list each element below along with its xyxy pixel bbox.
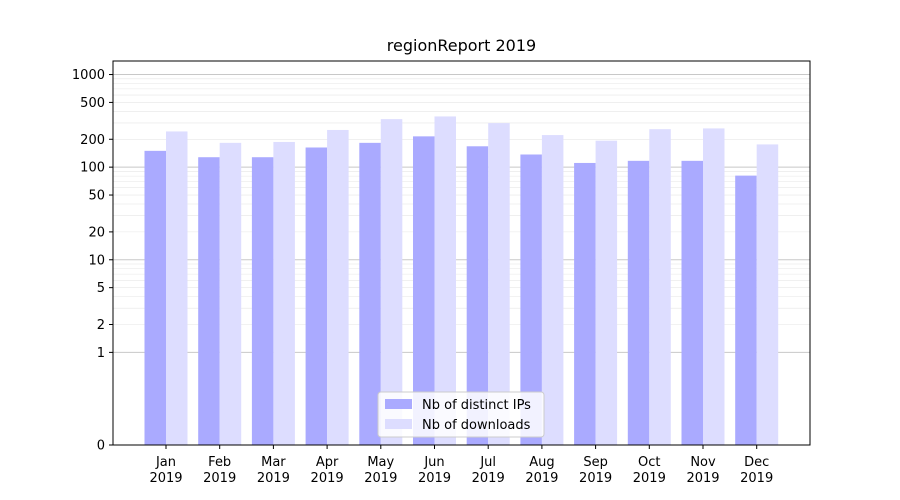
x-tick-label-year: 2019 bbox=[525, 471, 558, 486]
bar-distinct-ips bbox=[359, 142, 381, 446]
bar-distinct-ips bbox=[198, 157, 220, 445]
x-tick-label-month: Apr bbox=[316, 455, 339, 470]
x-tick-label-year: 2019 bbox=[686, 471, 719, 486]
bars bbox=[144, 116, 779, 446]
plot-frame bbox=[112, 60, 811, 446]
bar-distinct-ips bbox=[466, 146, 489, 446]
legend-swatch-distinct-ips bbox=[385, 399, 412, 409]
legend-swatch-downloads bbox=[385, 419, 412, 429]
x-tick-label-month: Jan bbox=[155, 455, 176, 470]
x-tick-label-month: Aug bbox=[529, 455, 554, 470]
bar-distinct-ips bbox=[574, 162, 596, 445]
bar-downloads bbox=[327, 129, 349, 446]
bar-downloads bbox=[219, 142, 242, 446]
x-tick-label-year: 2019 bbox=[472, 471, 505, 486]
bar-downloads bbox=[434, 116, 456, 445]
y-tick-label: 1 bbox=[97, 346, 105, 361]
legend-box bbox=[377, 391, 545, 438]
x-tick-label-month: Feb bbox=[208, 455, 231, 470]
x-tick-label-year: 2019 bbox=[203, 471, 236, 486]
x-tick-label-year: 2019 bbox=[740, 471, 773, 486]
x-tick-label-month: Jul bbox=[479, 455, 496, 470]
x-tick-label-month: Nov bbox=[690, 455, 716, 470]
x-tick-label-year: 2019 bbox=[257, 471, 290, 486]
bar-distinct-ips bbox=[735, 175, 757, 445]
bar-distinct-ips bbox=[144, 150, 166, 446]
y-tick-label: 200 bbox=[80, 133, 105, 148]
x-tick-label-year: 2019 bbox=[364, 471, 397, 486]
bar-downloads bbox=[756, 144, 779, 445]
x-tick-label-month: Jun bbox=[423, 455, 444, 470]
x-tick-label-year: 2019 bbox=[311, 471, 344, 486]
bar-downloads bbox=[488, 123, 510, 445]
x-tick-label-year: 2019 bbox=[418, 471, 451, 486]
x-tick-label-month: Dec bbox=[744, 455, 769, 470]
y-tick-label: 50 bbox=[88, 189, 105, 204]
y-axis: 0 1 2 5 10 20 50 100 200 500 1000 bbox=[72, 68, 113, 454]
bar-distinct-ips bbox=[681, 160, 703, 445]
x-axis: Jan2019Feb2019Mar2019Apr2019May2019Jun20… bbox=[149, 445, 773, 486]
y-tick-label: 1000 bbox=[72, 68, 105, 83]
x-tick-label-year: 2019 bbox=[149, 471, 182, 486]
y-tick-label: 20 bbox=[88, 225, 105, 240]
legend-label-downloads: Nb of downloads bbox=[422, 418, 531, 433]
y-tick-label: 5 bbox=[97, 281, 105, 296]
x-tick-label-month: May bbox=[367, 455, 394, 470]
bar-distinct-ips bbox=[251, 157, 274, 445]
bar-downloads bbox=[166, 131, 188, 445]
bar-downloads bbox=[380, 119, 403, 445]
bar-distinct-ips bbox=[413, 136, 435, 446]
bar-downloads bbox=[595, 140, 618, 446]
y-tick-label: 0 bbox=[97, 439, 105, 454]
x-tick-label-month: Mar bbox=[261, 455, 286, 470]
bar-distinct-ips bbox=[305, 147, 328, 445]
x-tick-label-month: Oct bbox=[638, 455, 660, 470]
legend-label-distinct-ips: Nb of distinct IPs bbox=[422, 398, 531, 413]
bar-distinct-ips bbox=[520, 154, 542, 445]
bar-distinct-ips bbox=[627, 160, 650, 445]
bar-downloads bbox=[273, 141, 295, 445]
x-tick-label-year: 2019 bbox=[633, 471, 666, 486]
bar-downloads bbox=[541, 135, 564, 445]
bar-downloads bbox=[649, 129, 671, 445]
chart-title: regionReport 2019 bbox=[387, 36, 536, 55]
x-tick-label-month: Sep bbox=[583, 455, 608, 470]
y-tick-label: 100 bbox=[80, 161, 105, 176]
bar-downloads bbox=[703, 128, 725, 445]
x-tick-label-year: 2019 bbox=[579, 471, 612, 486]
y-tick-label: 500 bbox=[80, 96, 105, 111]
y-tick-label: 2 bbox=[97, 318, 105, 333]
y-tick-label: 10 bbox=[88, 253, 105, 268]
legend: Nb of distinct IPs Nb of downloads bbox=[377, 391, 545, 438]
